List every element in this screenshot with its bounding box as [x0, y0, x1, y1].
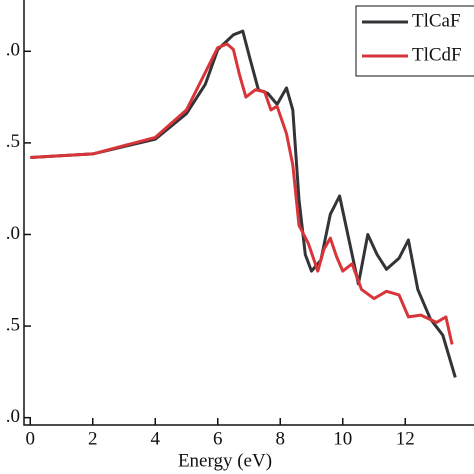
y-tick-label: .5 [6, 314, 20, 335]
legend-label: TlCaF [412, 10, 461, 31]
series-line [30, 42, 454, 345]
plot-frame [23, 0, 474, 426]
x-axis-label: Energy (eV) [178, 450, 272, 471]
x-tick-label: 4 [151, 428, 161, 449]
legend-box [355, 5, 474, 77]
x-tick-label: 12 [396, 428, 415, 449]
y-tick-label: .0 [6, 40, 20, 61]
y-tick-label: .5 [6, 131, 20, 152]
x-tick-label: 10 [333, 428, 352, 449]
x-tick-label: 6 [213, 428, 223, 449]
y-tick-label: .0 [6, 406, 20, 427]
legend-label: TlCdF [412, 44, 462, 65]
x-tick-label: 2 [88, 428, 98, 449]
x-tick-label: 0 [26, 428, 36, 449]
x-tick-label: 8 [276, 428, 286, 449]
y-tick-label: .0 [6, 223, 20, 244]
